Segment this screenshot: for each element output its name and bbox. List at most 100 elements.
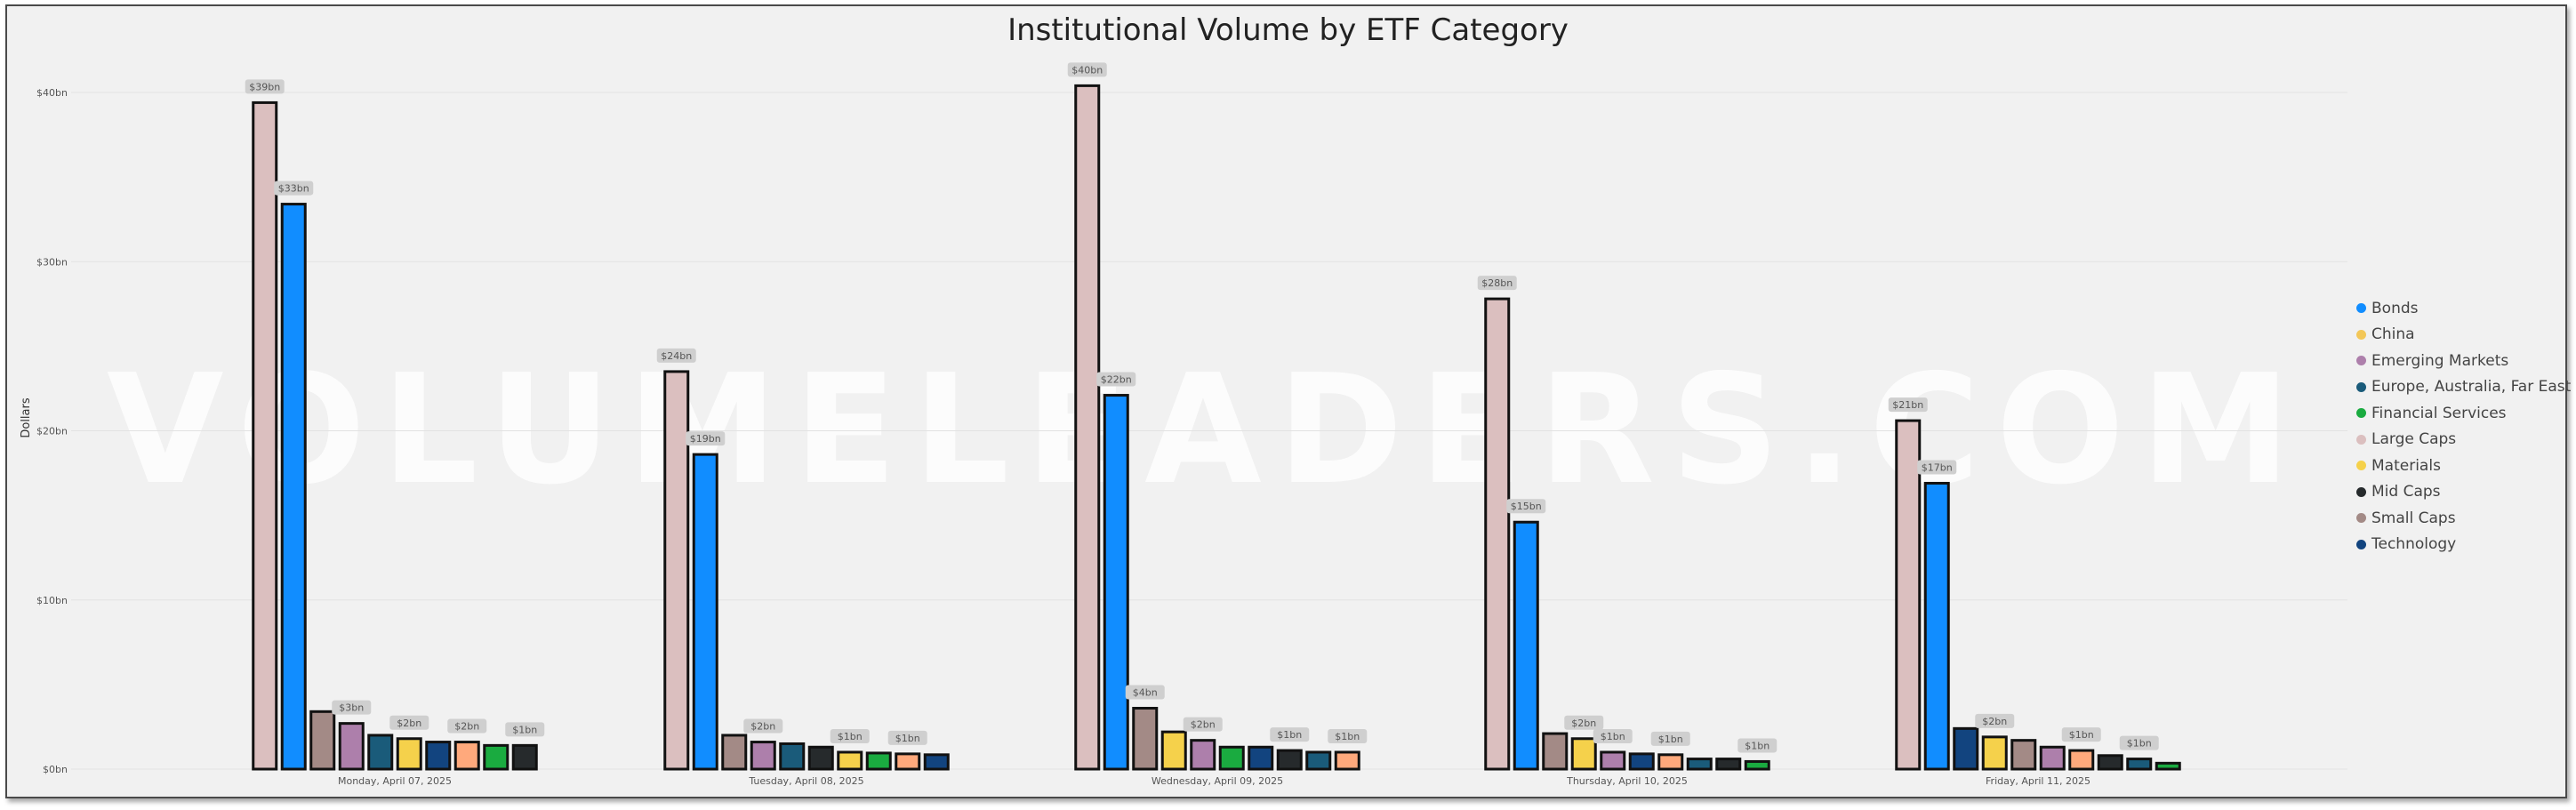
legend-dot-icon: [2356, 486, 2366, 497]
x-tick-label: Friday, April 11, 2025: [1986, 775, 2090, 787]
bar: [483, 743, 510, 771]
legend-item[interactable]: Large Caps: [2356, 427, 2571, 453]
bar: [309, 710, 336, 771]
legend-dot-icon: [2356, 303, 2366, 314]
legend-dot-icon: [2356, 408, 2366, 419]
y-tick-label: $30bn: [36, 256, 68, 268]
bar: [1160, 730, 1187, 771]
legend-dot-icon: [2356, 539, 2366, 549]
legend-dot-icon: [2356, 434, 2366, 445]
data-label: $15bn: [1511, 501, 1542, 512]
data-label-bg: [505, 722, 545, 737]
bar: [837, 750, 863, 771]
data-label-bg: [332, 700, 372, 715]
data-label-bg: [1477, 276, 1517, 291]
bar: [338, 722, 365, 771]
data-label: $2bn: [1191, 719, 1216, 731]
legend-item[interactable]: Emerging Markets: [2356, 348, 2571, 374]
legend-label: Large Caps: [2371, 430, 2457, 449]
bar: [280, 203, 307, 771]
data-label-bg: [447, 718, 487, 734]
bar: [1657, 753, 1684, 771]
legend-item[interactable]: China: [2356, 322, 2571, 349]
legend-item[interactable]: Materials: [2356, 453, 2571, 479]
data-label: $17bn: [1922, 461, 1953, 473]
bar: [1513, 520, 1539, 771]
data-label-bg: [656, 348, 696, 363]
data-label-bg: [1125, 685, 1165, 700]
legend-label: Mid Caps: [2371, 483, 2441, 501]
bar: [2097, 754, 2123, 771]
data-label-bg: [1917, 460, 1957, 475]
bar: [396, 737, 422, 771]
y-tick-label: $0bn: [43, 764, 68, 775]
legend-label: Europe, Australia, Far East: [2371, 378, 2572, 397]
x-tick-label: Thursday, April 10, 2025: [1566, 775, 1688, 787]
data-label-bg: [686, 431, 726, 446]
bar: [1334, 750, 1360, 771]
bar: [865, 751, 892, 771]
bar: [2155, 761, 2181, 771]
legend-label: Financial Services: [2371, 404, 2507, 422]
data-label-bg: [1183, 717, 1223, 732]
legend-item[interactable]: Mid Caps: [2356, 479, 2571, 506]
data-label: $1bn: [1601, 731, 1625, 742]
bar: [895, 752, 921, 771]
legend-item[interactable]: Bonds: [2356, 295, 2571, 322]
bar: [1628, 752, 1655, 771]
data-label: $1bn: [1277, 729, 1302, 741]
bar: [1744, 759, 1770, 771]
data-label-bg: [1564, 715, 1604, 730]
x-tick-label: Monday, April 07, 2025: [338, 775, 452, 787]
data-label-bg: [389, 715, 429, 730]
legend-item[interactable]: Technology: [2356, 532, 2571, 558]
bar: [663, 370, 690, 771]
data-label: $1bn: [512, 724, 537, 735]
legend-label: Technology: [2371, 535, 2457, 554]
bar: [1305, 750, 1332, 771]
bar: [252, 100, 278, 771]
data-label: $2bn: [750, 721, 775, 733]
data-label-bg: [245, 79, 285, 94]
bar: [2039, 745, 2066, 771]
data-label: $2bn: [1982, 716, 2007, 727]
data-label: $33bn: [278, 183, 309, 195]
data-label: $40bn: [1071, 64, 1103, 76]
bar: [1276, 749, 1303, 771]
bar: [1190, 739, 1216, 771]
legend-label: Emerging Markets: [2371, 351, 2509, 370]
bar: [692, 453, 718, 771]
data-label-bg: [1975, 713, 2015, 728]
data-label-bg: [1650, 731, 1690, 746]
chart-title: Institutional Volume by ETF Category: [1007, 12, 1569, 48]
bar: [1248, 745, 1274, 771]
data-label: $2bn: [454, 721, 479, 733]
data-label-bg: [2061, 727, 2101, 742]
legend-item[interactable]: Small Caps: [2356, 505, 2571, 532]
data-label: $1bn: [2069, 729, 2094, 741]
bar: [2068, 749, 2095, 771]
bar: [2010, 739, 2037, 771]
data-label-bg: [1888, 397, 1928, 413]
bar: [1074, 84, 1101, 771]
bar: [779, 742, 806, 771]
bar: [1218, 745, 1245, 771]
bar: [1484, 297, 1511, 771]
legend-item[interactable]: Europe, Australia, Far East: [2356, 374, 2571, 401]
legend-label: Bonds: [2371, 299, 2419, 317]
data-label-bg: [1096, 372, 1136, 387]
legend-label: Small Caps: [2371, 509, 2456, 527]
data-label: $39bn: [249, 81, 280, 92]
data-label: $1bn: [2127, 738, 2152, 750]
bar: [1895, 419, 1922, 771]
y-tick-label: $20bn: [36, 426, 68, 437]
data-label-bg: [830, 728, 870, 743]
legend-dot-icon: [2356, 381, 2366, 392]
bar: [1981, 735, 2008, 771]
legend-label: Materials: [2371, 456, 2441, 475]
legend-item[interactable]: Financial Services: [2356, 400, 2571, 427]
data-label-bg: [887, 730, 927, 745]
data-label-bg: [1067, 62, 1107, 77]
data-label: $19bn: [690, 433, 721, 445]
